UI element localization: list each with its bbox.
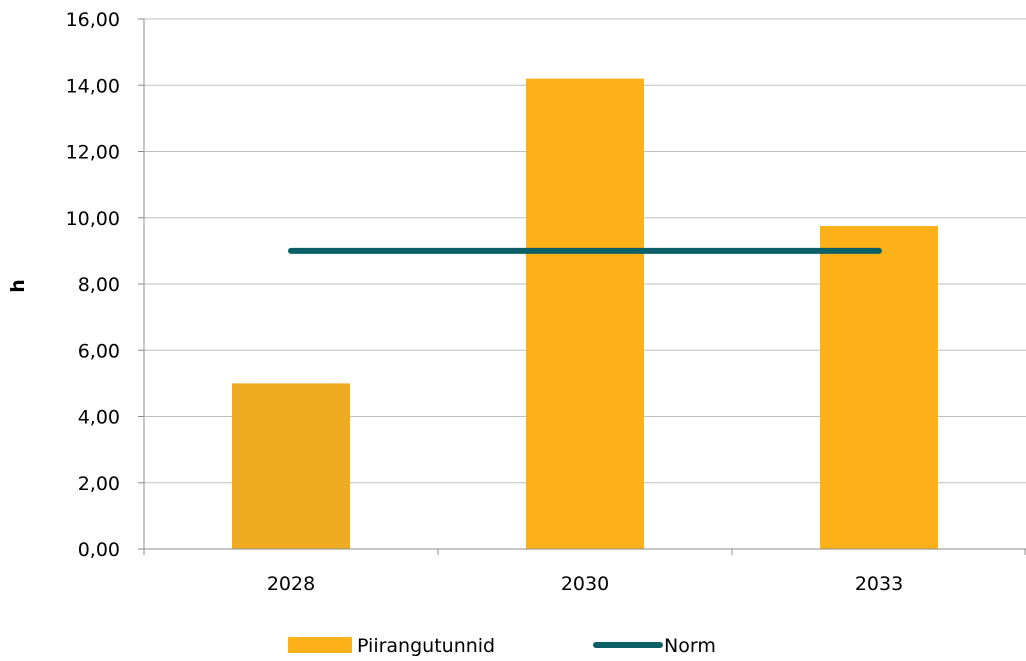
bar-series <box>232 78 938 549</box>
bar <box>820 226 938 549</box>
y-tick-label: 2,00 <box>78 473 120 495</box>
bar <box>232 383 350 549</box>
x-tick-label: 2030 <box>561 573 609 595</box>
y-tick-label: 16,00 <box>66 9 120 31</box>
legend-swatch-piirangutunnid <box>288 637 352 653</box>
y-tick-label: 8,00 <box>78 274 120 296</box>
axes <box>143 19 1026 555</box>
y-tick-label: 4,00 <box>78 407 120 429</box>
y-tick-label: 12,00 <box>66 142 120 164</box>
legend-label-piirangutunnid: Piirangutunnid <box>357 635 495 657</box>
y-tick-label: 10,00 <box>66 208 120 230</box>
y-tick-label: 6,00 <box>78 340 120 362</box>
y-tick-label: 14,00 <box>66 75 120 97</box>
legend-label-norm: Norm <box>664 635 716 657</box>
x-tick-label: 2033 <box>855 573 903 595</box>
x-tick-label: 2028 <box>267 573 315 595</box>
legend: Piirangutunnid Norm <box>288 635 716 657</box>
bar <box>526 78 644 549</box>
x-tick-labels: 2028 2030 2033 <box>267 573 903 595</box>
y-axis-title: h <box>7 279 29 293</box>
y-tick-label: 0,00 <box>78 539 120 561</box>
y-tick-labels: 0,00 2,00 4,00 6,00 8,00 10,00 12,00 14,00 16,00 <box>66 9 120 561</box>
